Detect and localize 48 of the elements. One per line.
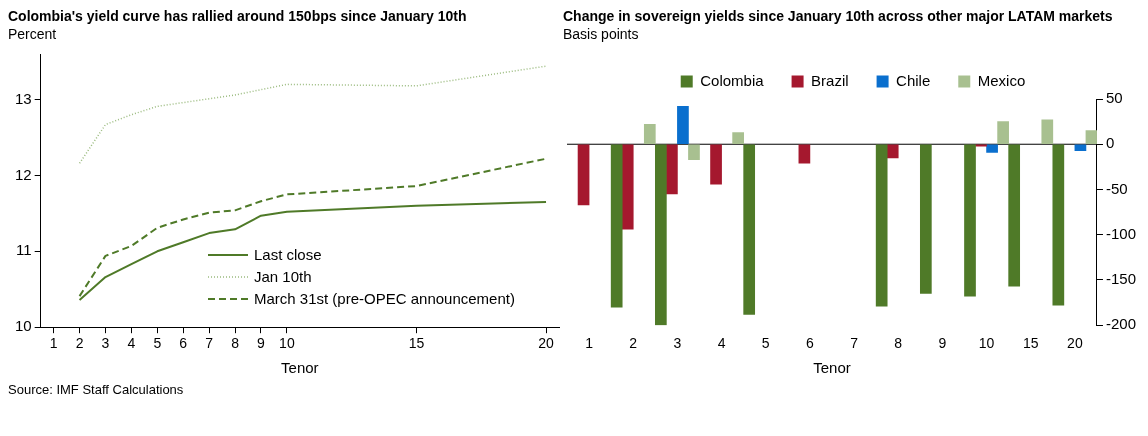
- x-axis-title: Tenor: [813, 359, 851, 377]
- x-tick-label: 9: [938, 335, 947, 352]
- y-tick-label: 13: [15, 89, 32, 107]
- y-tick-label: -100: [1105, 224, 1137, 242]
- x-tick-label: 10: [279, 335, 295, 352]
- x-tick-label: 7: [205, 335, 214, 352]
- x-tick-label: 8: [894, 335, 903, 352]
- x-tick-label: 4: [717, 335, 726, 352]
- y-tick-label: 0: [1105, 134, 1115, 152]
- x-tick-label: 15: [1022, 335, 1039, 352]
- legend-label: Colombia: [700, 71, 765, 89]
- x-tick-label: 15: [408, 335, 425, 352]
- x-tick-label: 20: [1067, 335, 1083, 352]
- y-tick-label: 50: [1105, 89, 1123, 107]
- x-tick-label: 1: [49, 335, 58, 352]
- x-tick-label: 6: [179, 335, 188, 352]
- legend-label: Brazil: [811, 71, 849, 89]
- legend-label: Last close: [254, 245, 322, 265]
- x-tick-label: 10: [978, 335, 995, 352]
- y-tick-label: 11: [16, 241, 32, 259]
- y-tick-label: -50: [1105, 179, 1128, 197]
- chart-title: Colombia's yield curve has rallied around 150bps since January 10th: [8, 8, 468, 24]
- x-axis-title: Tenor: [281, 359, 319, 377]
- chart-subtitle: Basis points: [563, 26, 640, 42]
- y-tick-label: 12: [15, 165, 32, 183]
- source-note: Source: IMF Staff Calculations: [8, 382, 185, 397]
- y-tick-label: -150: [1105, 270, 1137, 288]
- x-tick-label: 7: [850, 335, 859, 352]
- chart-title: Change in sovereign yields since January 10th across other major LATAM markets: [563, 8, 1114, 24]
- legend-label: March 31st (pre-OPEC announcement): [254, 289, 515, 309]
- x-tick-label: 8: [231, 335, 240, 352]
- x-tick-label: 9: [257, 335, 266, 352]
- legend-label: Jan 10th: [254, 267, 312, 287]
- x-tick-label: 6: [806, 335, 815, 352]
- x-tick-label: 5: [761, 335, 770, 352]
- y-tick-label: -200: [1105, 315, 1137, 333]
- x-tick-label: 4: [127, 335, 136, 352]
- y-tick-label: 10: [15, 317, 32, 335]
- x-tick-label: 5: [153, 335, 162, 352]
- x-tick-label: 2: [629, 335, 638, 352]
- legend-label: Chile: [896, 71, 931, 89]
- x-tick-label: 20: [538, 335, 555, 352]
- x-tick-label: 2: [75, 335, 84, 352]
- x-tick-label: 3: [673, 335, 682, 352]
- chart-subtitle: Percent: [8, 26, 58, 42]
- x-tick-label: 1: [585, 335, 594, 352]
- legend-label: Mexico: [977, 71, 1026, 89]
- x-tick-label: 3: [101, 335, 110, 352]
